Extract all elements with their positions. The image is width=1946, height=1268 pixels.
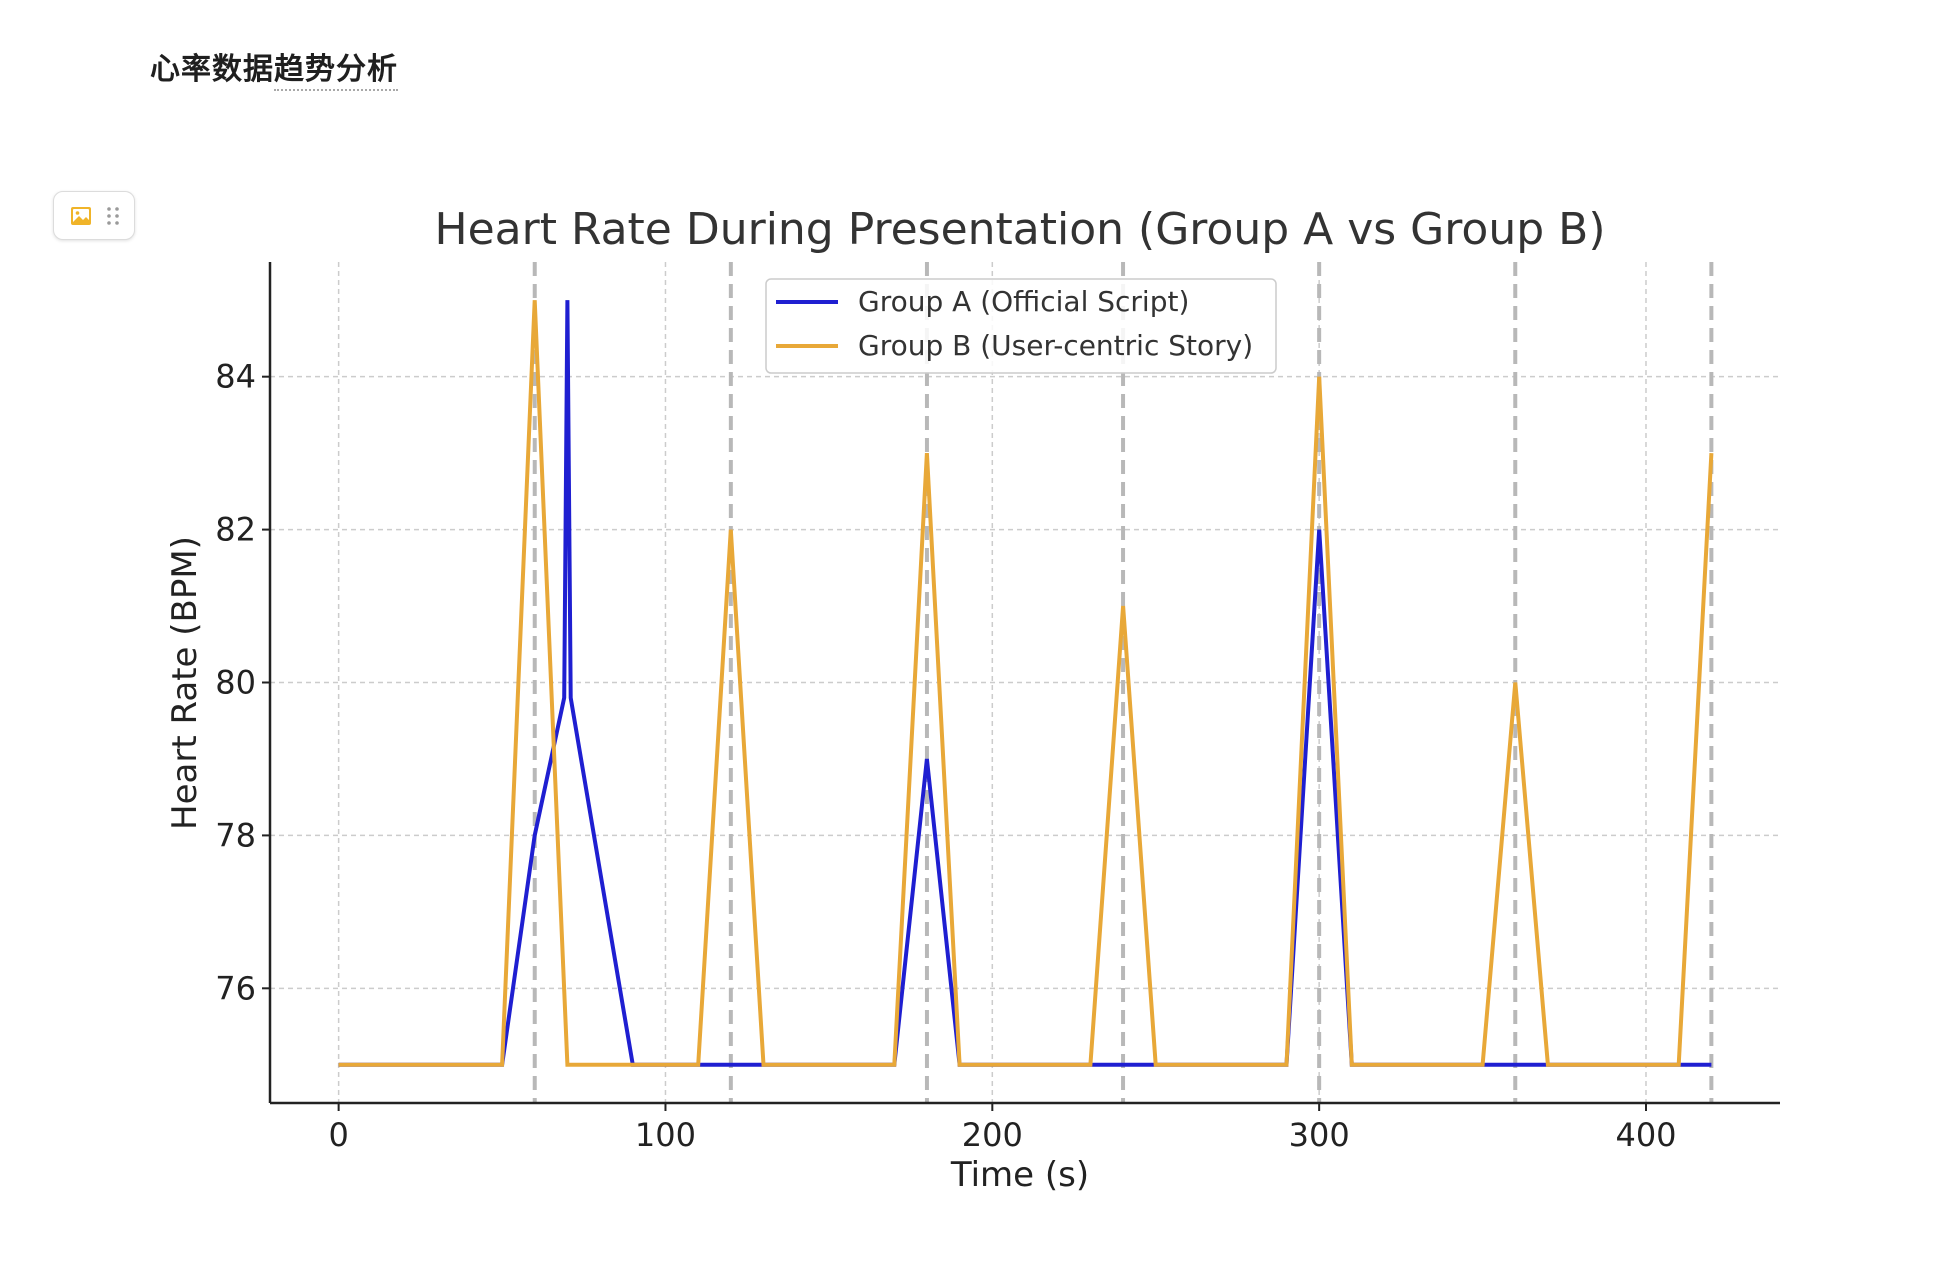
y-axis-label: Heart Rate (BPM) (165, 536, 205, 830)
page-title-part2: 趋势分析 (274, 52, 398, 91)
image-icon[interactable] (69, 204, 93, 228)
x-tick-label-0: 0 (328, 1116, 348, 1154)
x-tick-label-400: 400 (1615, 1116, 1676, 1154)
y-tick-label-84: 84 (215, 358, 256, 396)
chart-title: Heart Rate During Presentation (Group A … (435, 204, 1606, 255)
legend-label-group-b: Group B (User-centric Story) (858, 329, 1253, 362)
legend-box (765, 278, 1277, 374)
page-title-part1: 心率数据 (150, 52, 274, 87)
series-layer (338, 300, 1714, 1067)
legend-label-group-a: Group A (Official Script) (858, 285, 1189, 318)
chart-legend: Group A (Official Script) Group B (User-… (765, 278, 1277, 374)
grid-layer (270, 262, 1780, 1103)
x-tick-label-200: 200 (962, 1116, 1023, 1154)
block-toolbar-handle[interactable] (53, 191, 135, 240)
x-tick-label-100: 100 (635, 1116, 696, 1154)
drag-handle-icon[interactable] (106, 204, 120, 228)
axes-layer: 0 100 200 300 400 76 78 80 82 84 (215, 262, 1780, 1154)
y-tick-label-80: 80 (215, 664, 256, 702)
series-line-group-b (338, 300, 1714, 1067)
x-tick-label-300: 300 (1289, 1116, 1350, 1154)
y-tick-label-76: 76 (215, 969, 256, 1007)
y-tick-label-82: 82 (215, 511, 256, 549)
page-title: 心率数据趋势分析 (150, 44, 398, 91)
y-tick-label-78: 78 (215, 816, 256, 854)
x-axis-label: Time (s) (950, 1155, 1089, 1195)
